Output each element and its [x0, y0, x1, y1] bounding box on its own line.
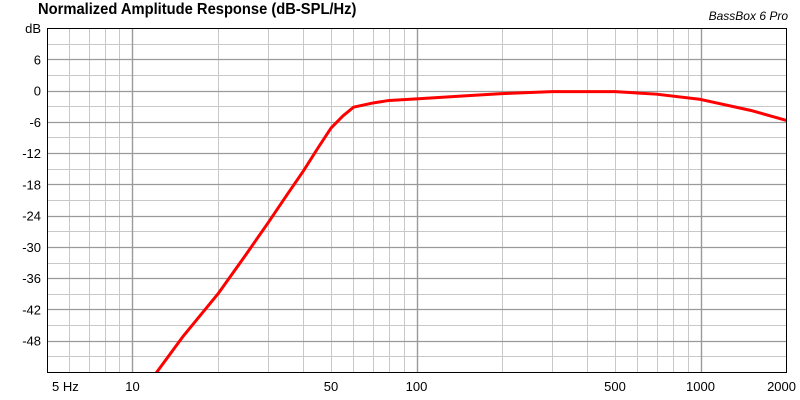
y-tick-label: -48 — [22, 334, 41, 349]
x-tick-label: 5 Hz — [52, 379, 79, 394]
y-tick-label: -24 — [22, 209, 41, 224]
y-axis-unit: dB — [25, 21, 41, 36]
x-tick-label: 1000 — [686, 379, 715, 394]
grid-major — [47, 28, 786, 372]
plot-border — [47, 28, 787, 373]
y-tick-label: 0 — [34, 84, 41, 99]
x-axis-labels: 5 Hz 10 50 100 500 1000 2000 — [52, 379, 796, 394]
y-tick-label: -12 — [22, 146, 41, 161]
y-tick-label: -6 — [29, 115, 41, 130]
y-tick-label: -30 — [22, 240, 41, 255]
x-tick-label: 100 — [406, 379, 428, 394]
y-tick-label: -42 — [22, 302, 41, 317]
grid-minor — [47, 28, 787, 372]
x-tick-label: 50 — [324, 379, 338, 394]
brand-label: BassBox 6 Pro — [708, 9, 788, 23]
chart-title: Normalized Amplitude Response (dB-SPL/Hz… — [38, 1, 357, 18]
y-tick-label: -36 — [22, 271, 41, 286]
x-tick-label: 500 — [604, 379, 626, 394]
y-tick-label: 6 — [34, 52, 41, 67]
series-line — [155, 90, 786, 372]
y-tick-label: -18 — [22, 177, 41, 192]
x-tick-label: 2000 — [767, 379, 796, 394]
x-tick-label: 10 — [125, 379, 139, 394]
y-axis-labels: dB 6 0 -6 -12 -18 -24 -30 -36 -42 -48 — [22, 21, 41, 349]
